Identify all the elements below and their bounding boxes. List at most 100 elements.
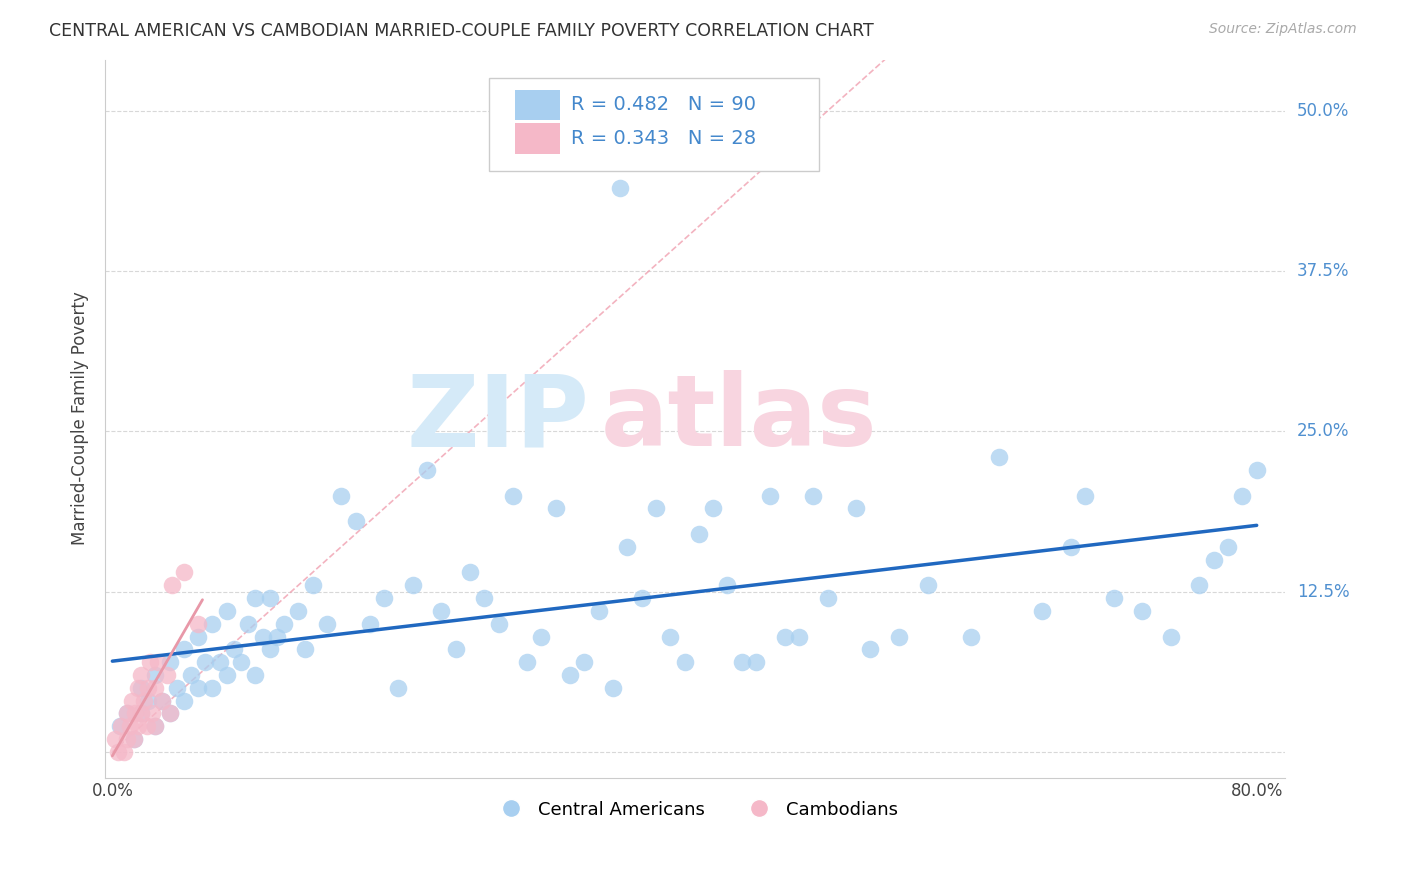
Point	[602, 681, 624, 695]
Point	[773, 630, 796, 644]
Point	[716, 578, 738, 592]
Text: CENTRAL AMERICAN VS CAMBODIAN MARRIED-COUPLE FAMILY POVERTY CORRELATION CHART: CENTRAL AMERICAN VS CAMBODIAN MARRIED-CO…	[49, 22, 875, 40]
Point	[294, 642, 316, 657]
Point	[143, 681, 166, 695]
Point	[1160, 630, 1182, 644]
Point	[673, 655, 696, 669]
Text: Source: ZipAtlas.com: Source: ZipAtlas.com	[1209, 22, 1357, 37]
Legend: Central Americans, Cambodians: Central Americans, Cambodians	[485, 794, 905, 826]
Point	[115, 732, 138, 747]
Point	[124, 706, 146, 721]
Point	[156, 668, 179, 682]
Point	[387, 681, 409, 695]
FancyBboxPatch shape	[515, 123, 560, 153]
Point	[1188, 578, 1211, 592]
Point	[159, 706, 181, 721]
Point	[187, 630, 209, 644]
Point	[104, 732, 127, 747]
Point	[187, 681, 209, 695]
Point	[416, 463, 439, 477]
Point	[121, 693, 143, 707]
Point	[245, 591, 267, 605]
Point	[287, 604, 309, 618]
Text: R = 0.343   N = 28: R = 0.343 N = 28	[571, 129, 756, 148]
Point	[129, 706, 152, 721]
Point	[544, 501, 567, 516]
Point	[330, 488, 353, 502]
Point	[1060, 540, 1083, 554]
Point	[402, 578, 425, 592]
Point	[887, 630, 910, 644]
Point	[609, 181, 631, 195]
Point	[136, 681, 159, 695]
Point	[1246, 463, 1268, 477]
Text: ZIP: ZIP	[406, 370, 589, 467]
Point	[801, 488, 824, 502]
Text: 37.5%: 37.5%	[1298, 262, 1350, 280]
FancyBboxPatch shape	[515, 90, 560, 120]
Point	[115, 706, 138, 721]
Point	[444, 642, 467, 657]
Point	[122, 732, 145, 747]
Point	[238, 616, 260, 631]
Point	[1232, 488, 1254, 502]
FancyBboxPatch shape	[489, 78, 820, 171]
Point	[1216, 540, 1239, 554]
Point	[273, 616, 295, 631]
Point	[530, 630, 553, 644]
Point	[129, 681, 152, 695]
Point	[166, 681, 188, 695]
Point	[127, 681, 149, 695]
Text: 50.0%: 50.0%	[1298, 102, 1350, 120]
Point	[162, 578, 184, 592]
Point	[259, 642, 281, 657]
Point	[215, 604, 238, 618]
Point	[159, 706, 181, 721]
Point	[115, 706, 138, 721]
Point	[201, 616, 224, 631]
Point	[173, 642, 195, 657]
Point	[138, 655, 160, 669]
Point	[988, 450, 1011, 464]
Point	[245, 668, 267, 682]
Point	[173, 566, 195, 580]
Point	[127, 719, 149, 733]
Point	[301, 578, 323, 592]
Point	[118, 719, 141, 733]
Point	[688, 527, 710, 541]
Text: 25.0%: 25.0%	[1298, 423, 1350, 441]
Text: atlas: atlas	[600, 370, 877, 467]
Point	[917, 578, 939, 592]
Point	[630, 591, 652, 605]
Point	[787, 630, 810, 644]
Point	[143, 668, 166, 682]
Point	[152, 693, 174, 707]
Point	[187, 616, 209, 631]
Point	[132, 693, 155, 707]
Point	[215, 668, 238, 682]
Point	[146, 655, 169, 669]
Point	[344, 514, 367, 528]
Y-axis label: Married-Couple Family Poverty: Married-Couple Family Poverty	[72, 292, 89, 545]
Text: R = 0.482   N = 90: R = 0.482 N = 90	[571, 95, 756, 114]
Point	[458, 566, 481, 580]
Point	[731, 655, 754, 669]
Point	[472, 591, 495, 605]
Point	[143, 719, 166, 733]
Point	[516, 655, 538, 669]
Point	[222, 642, 245, 657]
Point	[817, 591, 839, 605]
Point	[845, 501, 868, 516]
Point	[112, 745, 135, 759]
Point	[107, 745, 129, 759]
Point	[1074, 488, 1097, 502]
Point	[859, 642, 882, 657]
Point	[574, 655, 596, 669]
Point	[316, 616, 339, 631]
Point	[266, 630, 288, 644]
Point	[252, 630, 274, 644]
Point	[616, 540, 638, 554]
Point	[488, 616, 510, 631]
Point	[141, 706, 163, 721]
Point	[259, 591, 281, 605]
